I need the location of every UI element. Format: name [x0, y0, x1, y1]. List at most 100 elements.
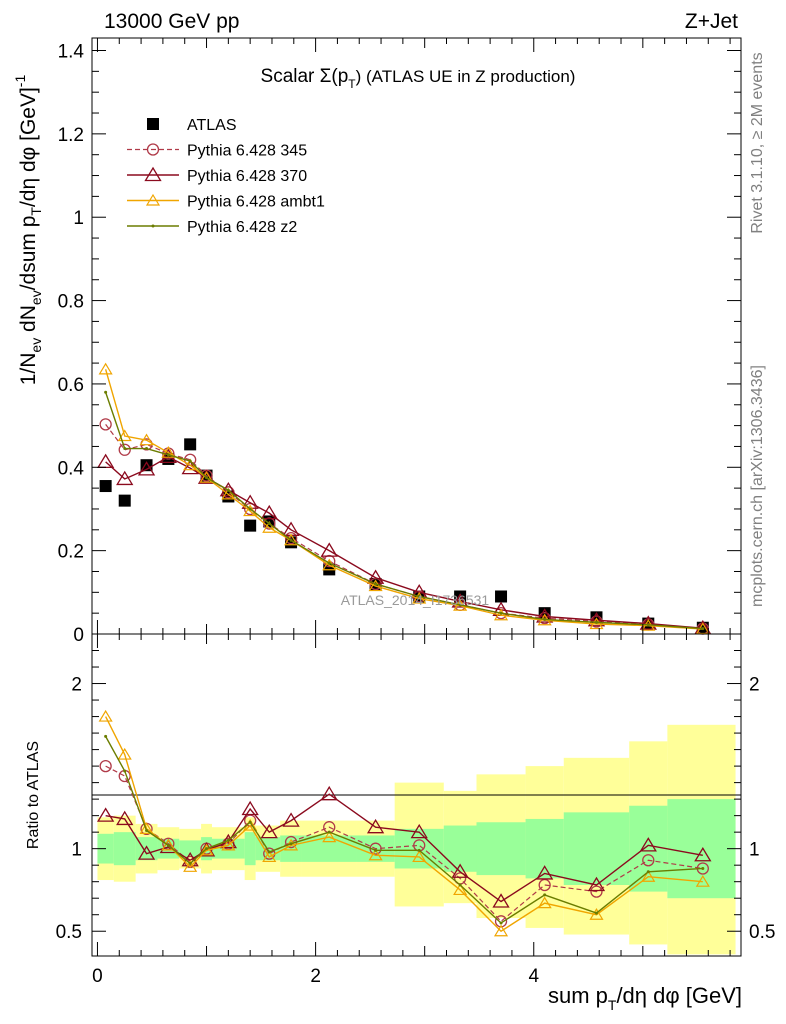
ratio-point-p345	[590, 885, 603, 898]
x-tick-label: 0	[92, 966, 103, 987]
data-point-ambt1	[493, 608, 509, 621]
ratio-y-tick-label: 2	[71, 675, 82, 696]
data-point-atlas	[184, 438, 197, 451]
band-inner-bin	[629, 805, 668, 892]
data-point-ambt1	[98, 362, 113, 375]
legend-marker-atlas	[147, 118, 159, 130]
data-point-atlas	[99, 480, 112, 493]
ratio-series	[96, 709, 712, 937]
ratio-point-p370	[260, 823, 278, 839]
ratio-point-z2	[145, 829, 149, 833]
data-point-z2	[543, 617, 547, 621]
y-tick-label: 0.2	[58, 542, 84, 563]
data-point-z2	[289, 538, 293, 542]
ratio-point-ambt1	[695, 875, 710, 887]
band-inner-bin	[667, 799, 736, 899]
ratio-point-ambt1	[412, 850, 427, 863]
ratio-line-p345	[105, 765, 703, 923]
ratio-point-ambt1	[139, 822, 154, 834]
band-inner-bin	[476, 822, 526, 876]
legend-marker-ambt1	[145, 193, 161, 206]
ratio-point-z2	[123, 769, 127, 773]
data-point-p345	[118, 443, 131, 456]
ratio-point-z2	[417, 848, 421, 852]
ratio-point-z2	[188, 862, 192, 866]
data-point-ambt1	[589, 617, 604, 630]
ratio-point-ambt1	[262, 850, 277, 863]
data-point-atlas	[495, 590, 508, 603]
data-point-p370	[116, 470, 134, 486]
ratio-point-p370	[96, 807, 115, 822]
ratio-point-p370	[137, 845, 156, 860]
data-point-z2	[145, 447, 149, 451]
y-tick-label: 0.8	[58, 292, 84, 313]
x-axis: 0 2 4	[92, 38, 731, 987]
legend-label-p370: Pythia 6.428 370	[187, 168, 307, 185]
data-point-atlas	[244, 519, 257, 532]
ratio-point-z2	[374, 848, 378, 852]
series-line-ambt1	[104, 369, 703, 630]
ratio-point-z2	[499, 921, 503, 925]
ratio-point-z2	[205, 847, 209, 851]
y-tick-label: 0	[73, 625, 84, 646]
data-point-ambt1	[284, 533, 299, 546]
ratio-point-ambt1	[537, 896, 552, 909]
data-point-z2	[104, 390, 108, 394]
data-point-z2	[594, 620, 598, 624]
data-point-p370	[320, 542, 338, 557]
main-y-axis: 0 0.2 0.4 0.6 0.8 1 1.2 1.4	[58, 42, 741, 646]
ratio-y-tick-label-right: 2	[749, 675, 760, 696]
band-inner-bin	[113, 832, 136, 866]
ratio-point-z2	[543, 893, 547, 897]
ratio-point-z2	[248, 820, 252, 824]
ratio-y-tick-label: 1	[71, 840, 82, 861]
data-point-z2	[374, 582, 378, 586]
ratio-point-p370	[536, 865, 554, 880]
x-tick-label: 4	[528, 966, 539, 987]
ratio-point-ambt1	[117, 747, 132, 760]
ratio-y-axis-label: Ratio to ATLAS	[25, 741, 42, 849]
ratio-point-ambt1	[368, 848, 383, 861]
analysis-watermark: ATLAS_2014_I1736531	[341, 592, 490, 608]
legend-label-p345: Pythia 6.428 345	[187, 143, 307, 160]
data-point-ambt1	[412, 591, 427, 604]
ratio-y-tick-label-right: 0.5	[749, 922, 775, 943]
ratio-point-p370	[492, 893, 510, 908]
data-point-p370	[260, 504, 278, 520]
data-point-z2	[205, 476, 209, 480]
ratio-point-z2	[104, 734, 108, 738]
y-tick-label: 0.4	[58, 458, 85, 479]
data-point-z2	[701, 627, 705, 631]
ratio-y-tick-label: 0.5	[56, 922, 82, 943]
y-tick-label: 1.4	[58, 42, 85, 63]
ratio-y-axis: 0.5 0.5 1 1 2 2	[56, 650, 775, 943]
plot-title: Scalar Σ(pT) (ATLAS UE in Z production)	[261, 66, 576, 91]
ratio-point-z2	[226, 838, 230, 842]
ratio-point-z2	[701, 866, 705, 870]
ratio-point-p370	[587, 876, 606, 892]
data-point-z2	[646, 623, 650, 627]
ratio-point-z2	[289, 842, 293, 846]
ratio-point-p370	[320, 785, 338, 801]
y-tick-label: 1	[73, 208, 84, 229]
ratio-point-p370	[241, 800, 259, 816]
legend-label-z2: Pythia 6.428 z2	[187, 219, 297, 236]
data-point-z2	[327, 561, 331, 565]
ratio-y-tick-label-right: 1	[749, 840, 760, 861]
data-point-p345	[284, 531, 298, 545]
data-point-p370	[451, 593, 469, 608]
data-point-z2	[267, 522, 271, 526]
data-point-ambt1	[117, 429, 132, 442]
data-point-p370	[587, 611, 606, 627]
ratio-point-z2	[646, 870, 650, 874]
ratio-point-p370	[282, 812, 300, 827]
data-point-ambt1	[139, 433, 154, 446]
data-point-p345	[99, 418, 112, 431]
ratio-point-ambt1	[183, 860, 198, 872]
data-point-p370	[639, 615, 657, 630]
legend: ATLAS Pythia 6.428 345 Pythia 6.428 370 Pyt…	[127, 117, 325, 236]
ratio-point-ambt1	[161, 838, 176, 851]
ratio-point-z2	[267, 850, 271, 854]
ratio-point-ambt1	[322, 830, 337, 843]
